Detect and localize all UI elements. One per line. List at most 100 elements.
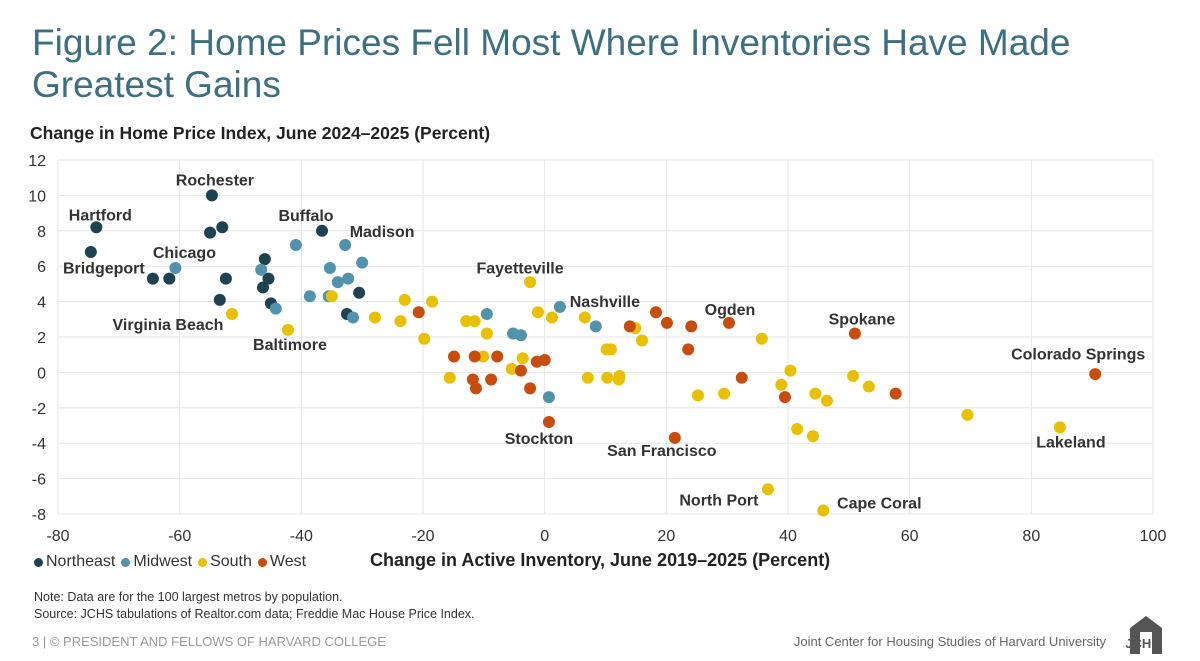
point-label: Fayetteville bbox=[476, 260, 563, 277]
data-point-northeast bbox=[257, 281, 270, 294]
data-point-south bbox=[325, 290, 338, 303]
data-point-midwest bbox=[331, 276, 344, 289]
data-point-south bbox=[468, 315, 481, 328]
data-point-south bbox=[755, 332, 768, 345]
data-point-midwest bbox=[269, 302, 282, 315]
point-label: North Port bbox=[679, 492, 759, 509]
x-tick-label: 0 bbox=[540, 528, 549, 545]
data-point-west bbox=[778, 391, 791, 404]
data-point-northeast bbox=[146, 272, 159, 285]
data-point-west bbox=[524, 382, 537, 395]
data-point-west bbox=[889, 387, 902, 400]
data-point-west bbox=[685, 320, 698, 333]
y-tick-label: -6 bbox=[32, 472, 46, 489]
data-point-midwest bbox=[342, 272, 355, 285]
y-tick-label: 12 bbox=[28, 153, 46, 170]
data-point-south bbox=[691, 389, 704, 402]
page-title: Figure 2: Home Prices Fell Most Where In… bbox=[32, 22, 1071, 105]
point-label: Madison bbox=[350, 224, 415, 241]
data-point-west bbox=[468, 350, 481, 363]
legend: Northeast Midwest South West bbox=[34, 553, 306, 571]
data-point-west bbox=[668, 431, 681, 444]
legend-label: South bbox=[210, 553, 252, 570]
data-point-west bbox=[623, 320, 636, 333]
data-point-west bbox=[660, 316, 673, 329]
data-point-northeast bbox=[216, 221, 229, 234]
jchs-logo-icon bbox=[1130, 616, 1162, 654]
data-point-south bbox=[545, 311, 558, 324]
data-point-south bbox=[791, 423, 804, 436]
data-point-northeast bbox=[90, 221, 103, 234]
data-point-south bbox=[862, 380, 875, 393]
x-tick-label: -80 bbox=[46, 528, 69, 545]
data-point-south bbox=[443, 371, 456, 384]
data-point-west bbox=[538, 354, 551, 367]
data-point-south bbox=[601, 371, 614, 384]
legend-marker bbox=[198, 557, 208, 567]
data-point-west bbox=[735, 371, 748, 384]
y-tick-label: 2 bbox=[37, 330, 46, 347]
data-point-south bbox=[847, 369, 860, 382]
point-label: Rochester bbox=[176, 173, 254, 190]
data-point-south bbox=[477, 350, 490, 363]
data-point-northeast bbox=[316, 224, 329, 237]
data-point-south bbox=[398, 293, 411, 306]
x-tick-label: -60 bbox=[168, 528, 191, 545]
data-point-south bbox=[775, 378, 788, 391]
data-point-south bbox=[820, 394, 833, 407]
data-point-midwest bbox=[514, 329, 527, 342]
point-label: Baltimore bbox=[253, 337, 327, 354]
legend-marker bbox=[34, 557, 43, 567]
data-point-west bbox=[682, 343, 695, 356]
y-tick-label: -4 bbox=[32, 436, 46, 453]
legend-item-midwest: Midwest bbox=[121, 553, 192, 571]
data-point-northeast bbox=[219, 272, 232, 285]
legend-marker bbox=[257, 557, 267, 567]
data-point-south bbox=[368, 311, 381, 324]
legend-item-south: South bbox=[198, 553, 252, 571]
legend-marker bbox=[121, 557, 131, 567]
data-point-northeast bbox=[353, 286, 366, 299]
point-label: Spokane bbox=[829, 312, 896, 329]
data-point-south bbox=[516, 352, 529, 365]
data-point-midwest bbox=[542, 391, 555, 404]
data-point-midwest bbox=[255, 263, 268, 276]
legend-item-northeast: Northeast bbox=[34, 553, 115, 571]
y-tick-label: 0 bbox=[37, 365, 46, 382]
data-point-south bbox=[784, 364, 797, 377]
data-point-south bbox=[578, 311, 591, 324]
point-label: Ogden bbox=[705, 302, 756, 319]
data-point-south bbox=[460, 315, 473, 328]
data-point-south bbox=[531, 306, 544, 319]
data-point-west bbox=[722, 316, 735, 329]
data-point-south bbox=[524, 276, 537, 289]
data-point-northeast bbox=[262, 272, 275, 285]
point-label: Bridgeport bbox=[63, 260, 145, 277]
data-point-west bbox=[514, 364, 527, 377]
data-point-south bbox=[809, 387, 822, 400]
x-tick-label: 100 bbox=[1140, 528, 1167, 545]
data-point-midwest bbox=[347, 311, 360, 324]
point-label: Chicago bbox=[153, 245, 216, 262]
point-label: Stockton bbox=[505, 431, 573, 448]
x-axis-title: Change in Active Inventory, June 2019–20… bbox=[370, 550, 831, 570]
data-point-midwest bbox=[356, 256, 369, 269]
data-point-northeast bbox=[258, 253, 271, 266]
data-point-midwest bbox=[589, 320, 602, 333]
data-point-west bbox=[469, 382, 482, 395]
org-name-footer: Joint Center for Housing Studies of Harv… bbox=[793, 634, 1106, 649]
data-point-northeast bbox=[205, 189, 218, 202]
y-tick-label: 6 bbox=[37, 259, 46, 276]
y-tick-label: 8 bbox=[37, 224, 46, 241]
data-point-northeast bbox=[213, 293, 226, 306]
data-point-south bbox=[418, 332, 431, 345]
data-point-south bbox=[961, 408, 974, 421]
y-tick-label: -8 bbox=[32, 507, 46, 524]
data-point-south bbox=[718, 387, 731, 400]
x-tick-label: 40 bbox=[779, 528, 797, 545]
point-label: Lakeland bbox=[1036, 434, 1105, 451]
jchs-logo-text: JCHS bbox=[1125, 636, 1160, 651]
data-point-midwest bbox=[303, 290, 316, 303]
legend-label: Midwest bbox=[133, 553, 193, 570]
